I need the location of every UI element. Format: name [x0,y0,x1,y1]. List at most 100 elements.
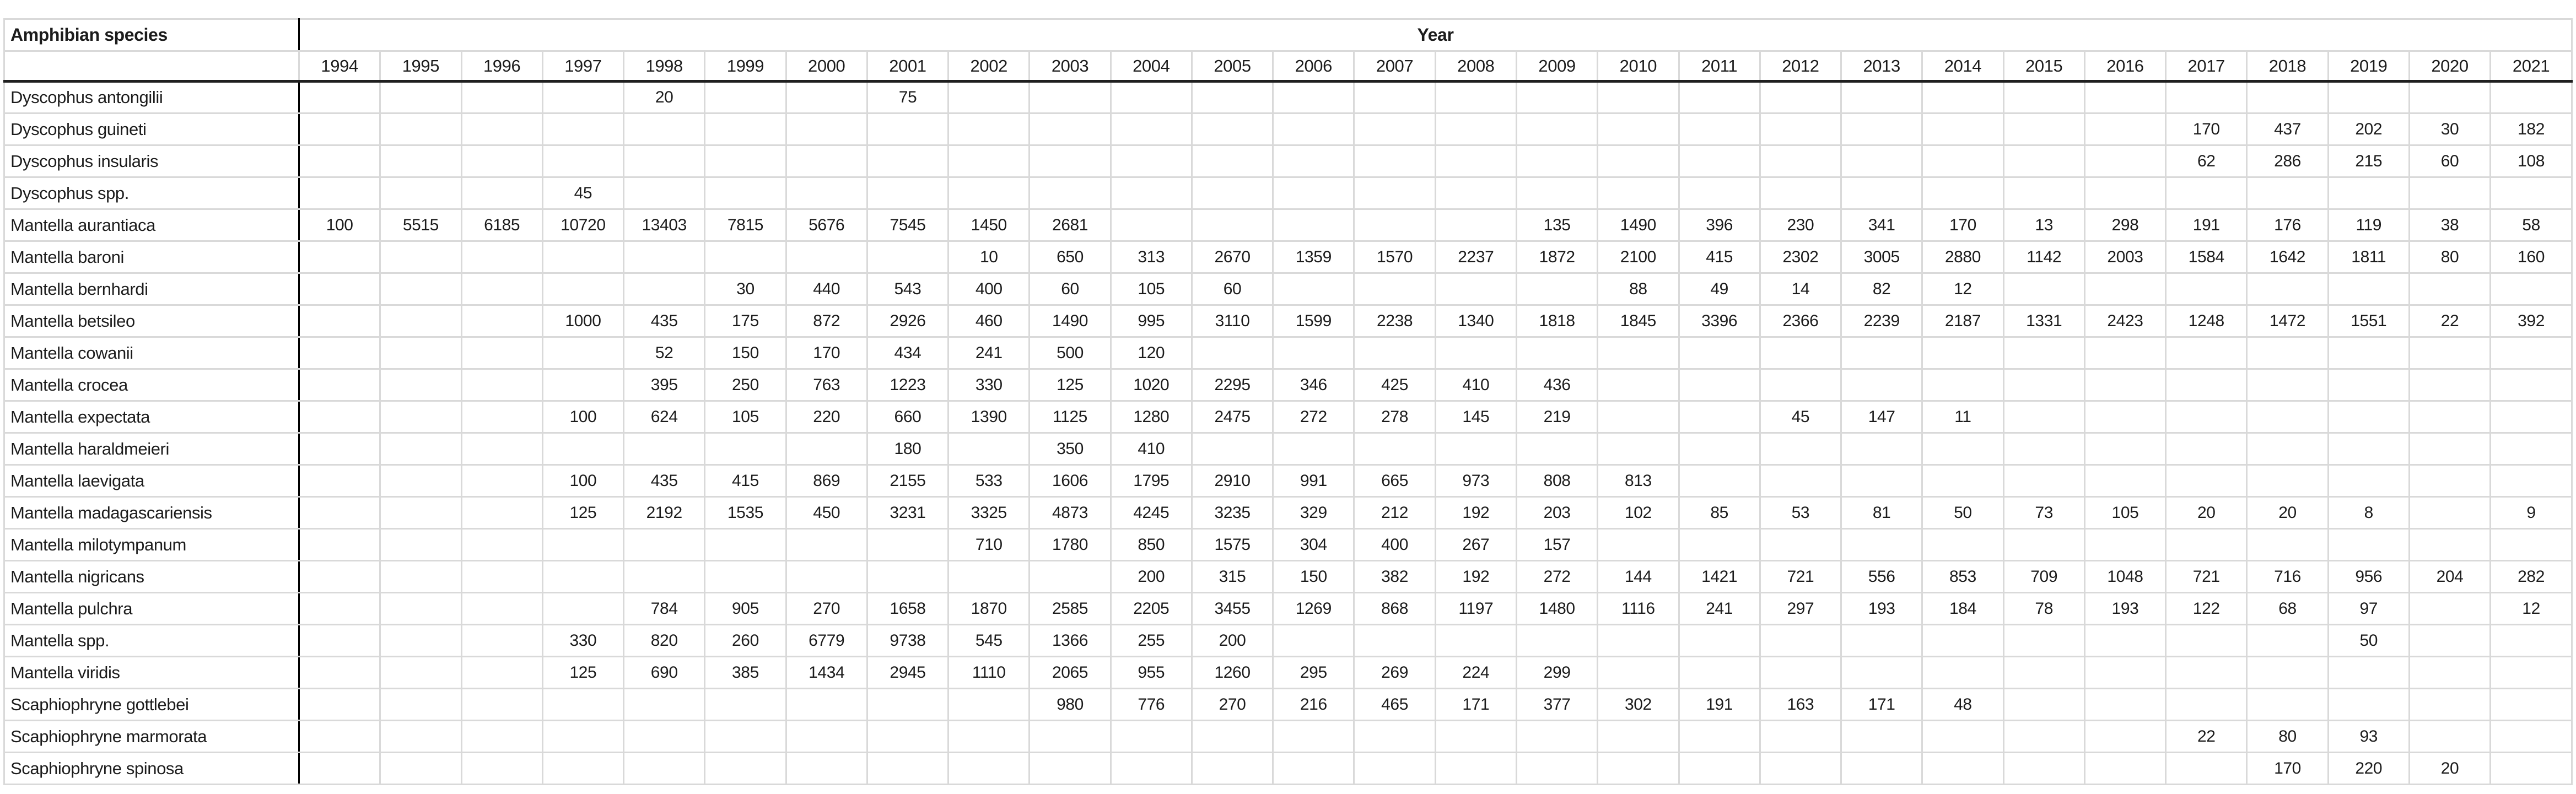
year-header-2019[interactable]: 2019 [2327,50,2410,83]
value-cell[interactable] [1759,624,1842,657]
value-cell[interactable] [1759,528,1842,561]
species-cell[interactable]: Dyscophus spp. [3,176,300,210]
value-cell[interactable]: 2681 [1028,208,1112,242]
value-cell[interactable] [2083,336,2167,370]
year-header-2009[interactable]: 2009 [1515,50,1599,83]
value-cell[interactable] [1434,208,1517,242]
value-cell[interactable] [1109,112,1193,146]
value-cell[interactable] [2489,176,2573,210]
value-cell[interactable] [623,176,706,210]
value-cell[interactable] [947,112,1031,146]
value-cell[interactable]: 330 [541,624,625,657]
value-cell[interactable]: 980 [1028,688,1112,721]
value-cell[interactable]: 330 [947,368,1031,402]
value-cell[interactable] [1434,432,1517,466]
value-cell[interactable] [2246,368,2329,402]
value-cell[interactable] [1921,464,2004,498]
value-cell[interactable]: 9 [2489,496,2573,530]
value-cell[interactable] [1921,112,2004,146]
value-cell[interactable] [1597,528,1680,561]
value-cell[interactable]: 282 [2489,560,2573,593]
value-cell[interactable]: 1197 [1434,592,1517,625]
value-cell[interactable]: 1359 [1272,240,1355,274]
value-cell[interactable]: 180 [866,432,950,466]
value-cell[interactable] [2489,464,2573,498]
value-cell[interactable]: 329 [1272,496,1355,530]
value-cell[interactable]: 52 [623,336,706,370]
value-cell[interactable] [1190,208,1274,242]
year-header-2007[interactable]: 2007 [1353,50,1436,83]
value-cell[interactable]: 119 [2327,208,2410,242]
year-header-2005[interactable]: 2005 [1190,50,1274,83]
value-cell[interactable] [2489,720,2573,753]
year-header-2008[interactable]: 2008 [1434,50,1517,83]
value-cell[interactable] [541,752,625,785]
year-header-2018[interactable]: 2018 [2246,50,2329,83]
value-cell[interactable]: 436 [1515,368,1599,402]
value-cell[interactable] [298,688,381,721]
value-cell[interactable] [1921,720,2004,753]
value-cell[interactable] [2489,528,2573,561]
value-cell[interactable]: 315 [1190,560,1274,593]
value-cell[interactable]: 270 [1190,688,1274,721]
value-cell[interactable]: 241 [1678,592,1761,625]
species-cell[interactable]: Mantella baroni [3,240,300,274]
value-cell[interactable] [1434,752,1517,785]
value-cell[interactable] [2002,112,2085,146]
value-cell[interactable]: 270 [785,592,868,625]
value-cell[interactable] [1759,144,1842,178]
value-cell[interactable] [704,720,787,753]
value-cell[interactable]: 62 [2165,144,2248,178]
value-cell[interactable] [379,624,462,657]
value-cell[interactable]: 68 [2246,592,2329,625]
value-cell[interactable]: 7545 [866,208,950,242]
value-cell[interactable]: 660 [866,400,950,434]
value-cell[interactable] [2165,464,2248,498]
value-cell[interactable]: 230 [1759,208,1842,242]
value-cell[interactable] [1190,752,1274,785]
value-cell[interactable]: 97 [2327,592,2410,625]
value-cell[interactable] [2327,80,2410,114]
value-cell[interactable] [298,144,381,178]
year-header-1996[interactable]: 1996 [460,50,543,83]
value-cell[interactable] [1190,176,1274,210]
species-cell[interactable]: Scaphiophryne gottlebei [3,688,300,721]
value-cell[interactable]: 1490 [1028,304,1112,338]
value-cell[interactable] [298,336,381,370]
year-header-1999[interactable]: 1999 [704,50,787,83]
value-cell[interactable] [460,528,543,561]
value-cell[interactable] [1597,336,1680,370]
value-cell[interactable] [1109,208,1193,242]
value-cell[interactable] [379,688,462,721]
value-cell[interactable]: 1450 [947,208,1031,242]
value-cell[interactable] [1840,336,1923,370]
value-cell[interactable]: 170 [1921,208,2004,242]
value-cell[interactable]: 250 [704,368,787,402]
species-cell[interactable]: Scaphiophryne spinosa [3,752,300,785]
value-cell[interactable] [379,592,462,625]
value-cell[interactable] [1434,176,1517,210]
value-cell[interactable]: 45 [1759,400,1842,434]
value-cell[interactable] [379,336,462,370]
value-cell[interactable] [1028,80,1112,114]
value-cell[interactable] [541,688,625,721]
value-cell[interactable]: 1845 [1597,304,1680,338]
value-cell[interactable] [866,240,950,274]
value-cell[interactable] [460,144,543,178]
value-cell[interactable]: 415 [1678,240,1761,274]
value-cell[interactable] [2083,720,2167,753]
value-cell[interactable]: 20 [2165,496,2248,530]
value-cell[interactable]: 241 [947,336,1031,370]
value-cell[interactable]: 12 [1921,272,2004,306]
species-column-header[interactable]: Amphibian species [3,18,300,52]
value-cell[interactable]: 2003 [2083,240,2167,274]
value-cell[interactable] [1515,752,1599,785]
value-cell[interactable] [866,752,950,785]
value-cell[interactable]: 286 [2246,144,2329,178]
value-cell[interactable] [298,720,381,753]
value-cell[interactable]: 145 [1434,400,1517,434]
value-cell[interactable] [1759,752,1842,785]
value-cell[interactable] [1515,720,1599,753]
value-cell[interactable]: 1480 [1515,592,1599,625]
value-cell[interactable] [2002,656,2085,689]
